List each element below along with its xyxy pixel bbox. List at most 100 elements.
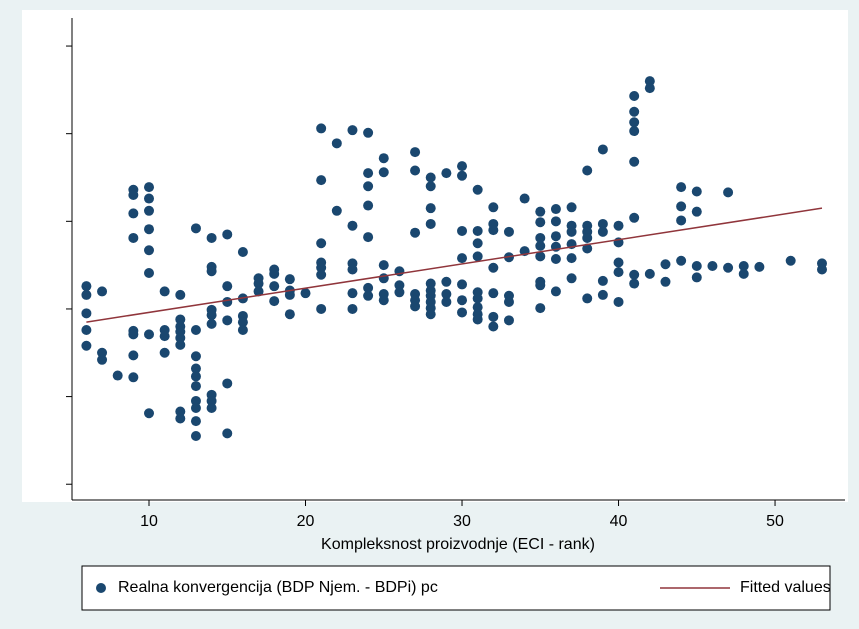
point xyxy=(81,340,92,351)
point xyxy=(472,293,483,304)
point xyxy=(425,172,436,183)
point xyxy=(629,106,640,117)
point xyxy=(144,182,155,193)
point xyxy=(144,408,155,419)
point xyxy=(363,127,374,138)
point xyxy=(159,347,170,358)
point xyxy=(269,296,280,307)
point xyxy=(597,226,608,237)
x-axis-title: Kompleksnost proizvodnje (ECI - rank) xyxy=(321,536,595,553)
point xyxy=(269,281,280,292)
point xyxy=(81,281,92,292)
point xyxy=(81,324,92,335)
point xyxy=(691,186,702,197)
x-tick-label: 30 xyxy=(453,513,471,530)
point xyxy=(363,168,374,179)
point xyxy=(629,278,640,289)
point xyxy=(613,267,624,278)
point xyxy=(206,310,217,321)
point xyxy=(222,296,233,307)
point xyxy=(535,280,546,291)
point xyxy=(190,351,201,362)
point xyxy=(582,165,593,176)
point xyxy=(441,276,452,287)
point xyxy=(676,215,687,226)
point xyxy=(472,314,483,325)
point xyxy=(691,261,702,272)
point xyxy=(488,262,499,273)
point xyxy=(81,289,92,300)
point xyxy=(472,184,483,195)
point xyxy=(206,395,217,406)
point xyxy=(676,201,687,212)
point xyxy=(222,315,233,326)
point xyxy=(597,218,608,229)
point xyxy=(222,281,233,292)
point xyxy=(457,161,468,172)
point xyxy=(566,253,577,264)
point xyxy=(582,232,593,243)
legend-marker xyxy=(96,583,106,593)
point xyxy=(394,287,405,298)
point xyxy=(503,226,514,237)
x-tick-label: 50 xyxy=(766,513,784,530)
point xyxy=(237,317,248,328)
point xyxy=(206,266,217,277)
point xyxy=(159,286,170,297)
point xyxy=(190,402,201,413)
point xyxy=(378,260,389,271)
point xyxy=(190,363,201,374)
point xyxy=(128,208,139,219)
point xyxy=(81,308,92,319)
point xyxy=(175,413,186,424)
point xyxy=(457,295,468,306)
point xyxy=(206,318,217,329)
point xyxy=(347,220,358,231)
point xyxy=(284,309,295,320)
point xyxy=(535,251,546,262)
legend-label: Realna konvergencija (BDP Njem. - BDPi) … xyxy=(118,579,438,596)
point xyxy=(300,288,311,299)
point xyxy=(566,226,577,237)
point xyxy=(316,303,327,314)
point xyxy=(629,117,640,128)
point xyxy=(738,261,749,272)
point xyxy=(613,257,624,268)
point xyxy=(457,225,468,236)
point xyxy=(535,240,546,251)
point xyxy=(535,206,546,217)
point xyxy=(457,279,468,290)
point xyxy=(550,216,561,227)
point xyxy=(738,268,749,279)
point xyxy=(629,212,640,223)
point xyxy=(190,431,201,442)
point xyxy=(519,193,530,204)
point xyxy=(457,307,468,318)
point xyxy=(488,311,499,322)
point xyxy=(613,220,624,231)
point xyxy=(363,181,374,192)
point xyxy=(144,224,155,235)
legend-label: Fitted values xyxy=(740,579,831,596)
point xyxy=(566,273,577,284)
point xyxy=(503,296,514,307)
point xyxy=(691,206,702,217)
point xyxy=(597,289,608,300)
point xyxy=(503,315,514,326)
point xyxy=(644,83,655,94)
point xyxy=(535,217,546,228)
point xyxy=(112,370,123,381)
point xyxy=(472,225,483,236)
point xyxy=(550,286,561,297)
point xyxy=(237,246,248,257)
point xyxy=(159,331,170,342)
point xyxy=(441,168,452,179)
point xyxy=(144,268,155,279)
point xyxy=(660,259,671,270)
point xyxy=(190,371,201,382)
point xyxy=(488,202,499,213)
point xyxy=(316,123,327,134)
point xyxy=(441,296,452,307)
point xyxy=(550,254,561,264)
